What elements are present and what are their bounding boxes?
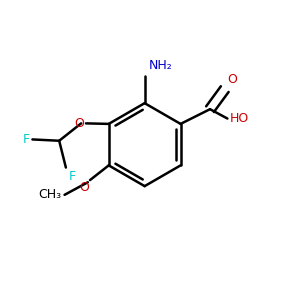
Text: F: F [69, 170, 76, 183]
Text: HO: HO [230, 112, 249, 125]
Text: F: F [22, 133, 30, 146]
Text: NH₂: NH₂ [149, 59, 172, 72]
Text: O: O [75, 117, 85, 130]
Text: O: O [79, 182, 88, 194]
Text: O: O [227, 74, 237, 86]
Text: CH₃: CH₃ [39, 188, 62, 201]
